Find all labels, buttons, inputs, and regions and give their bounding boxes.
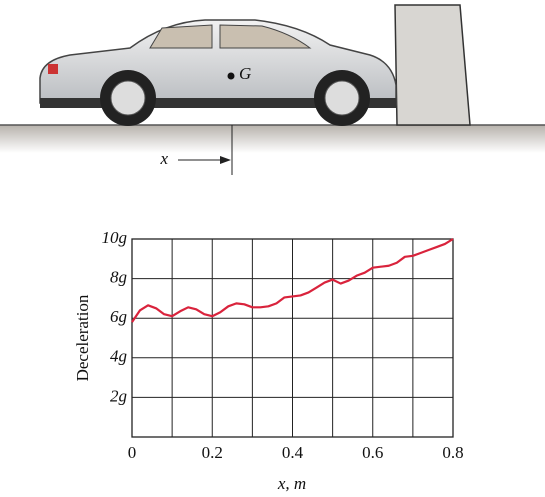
distance-label: x <box>159 149 168 168</box>
data-line <box>131 238 454 323</box>
y-tick-label: 10g <box>102 228 128 247</box>
x-tick-label: 0 <box>128 443 137 462</box>
y-tick-label: 2g <box>110 386 127 405</box>
x-tick-label: 0.6 <box>362 443 383 462</box>
y-axis-label: Deceleration <box>73 294 92 381</box>
y-tick-label: 8g <box>110 268 127 287</box>
crash-illustration <box>0 4 545 175</box>
x-tick-label: 0.4 <box>282 443 304 462</box>
x-tick-label: 0.2 <box>202 443 223 462</box>
y-tick-label: 4g <box>110 347 127 366</box>
point-label: G <box>239 64 251 83</box>
x-axis-label: x, m <box>277 474 306 493</box>
y-tick-label: 6g <box>110 307 127 326</box>
x-tick-label: 0.8 <box>442 443 463 462</box>
